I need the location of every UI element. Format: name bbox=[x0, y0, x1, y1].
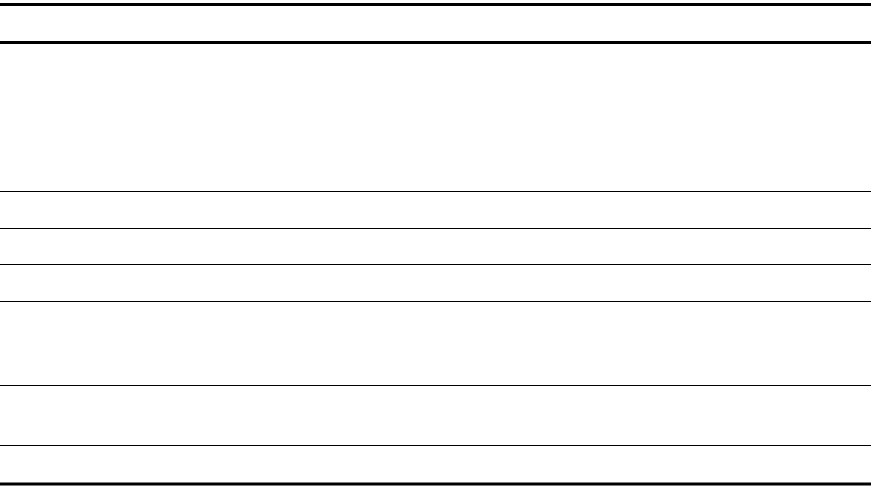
table bbox=[0, 0, 871, 486]
background bbox=[0, 0, 871, 486]
page: {"table": {"header": [], "rows": [[], []… bbox=[0, 0, 871, 486]
